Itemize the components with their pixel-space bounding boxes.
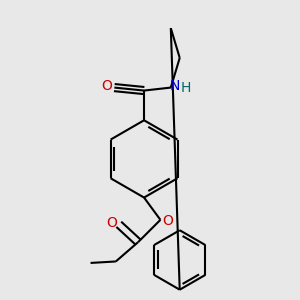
Text: H: H [181,82,191,95]
Text: O: O [106,216,117,230]
Text: O: O [101,79,112,93]
Text: N: N [169,79,180,93]
Text: O: O [162,214,173,228]
